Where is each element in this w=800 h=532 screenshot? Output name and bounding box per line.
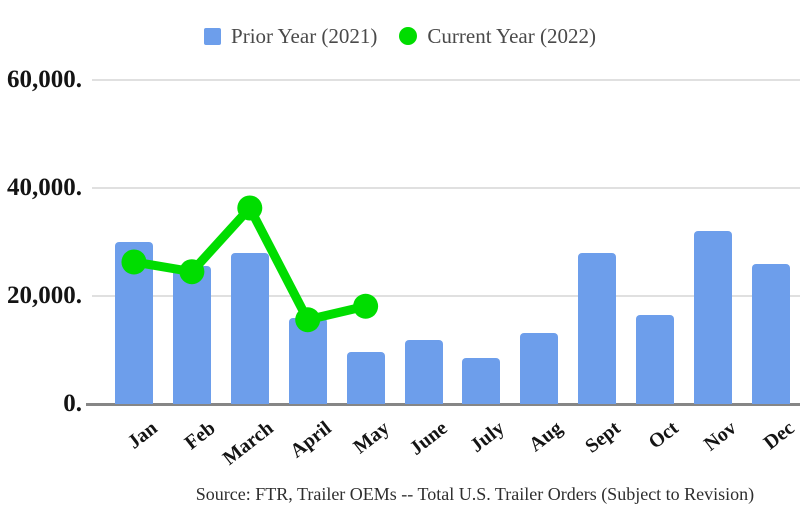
y-tick-label-60000: 60,000. [7, 66, 82, 93]
current-year-line [129, 203, 371, 325]
legend-label-current-year: Current Year (2022) [427, 23, 596, 48]
y-tick-label-0: 0. [63, 390, 82, 417]
data-point-may [353, 293, 379, 319]
legend-label-prior-year: Prior Year (2021) [231, 23, 378, 48]
y-tick-label-40000: 40,000. [7, 174, 82, 201]
bar-march [230, 252, 269, 404]
source-note: Source: FTR, Trailer OEMs -- Total U.S. … [195, 484, 755, 504]
bar-may [346, 351, 385, 404]
bar-sept [578, 252, 617, 404]
legend-item-prior-year: Prior Year (2021) [204, 24, 377, 49]
bar-oct [636, 314, 675, 404]
bar-feb [172, 266, 211, 404]
x-axis-labels: Jan Feb March April May June July Aug Sept Oct Nov… [105, 417, 800, 479]
bar-aug [520, 332, 559, 404]
data-point-jan [121, 249, 147, 275]
gridline-40000 [92, 187, 800, 189]
bar-nov [694, 231, 733, 404]
x-axis-baseline [86, 402, 800, 406]
bar-series-prior-year [105, 80, 800, 404]
legend-square-swatch-icon [204, 27, 222, 45]
data-point-april [295, 307, 321, 333]
data-point-feb [179, 259, 205, 285]
y-tick-label-20000: 20,000. [7, 282, 82, 309]
bar-june [404, 339, 443, 404]
chart-legend: Prior Year (2021) Current Year (2022) [0, 24, 800, 48]
gridline-20000 [92, 295, 800, 297]
gridline-60000 [92, 79, 800, 81]
line-series-current-year [121, 195, 379, 333]
bar-dec [752, 263, 791, 404]
bar-july [462, 358, 501, 404]
legend-item-current-year: Current Year (2022) [399, 24, 596, 49]
legend-circle-swatch-icon [399, 27, 418, 45]
data-point-march [237, 195, 263, 221]
